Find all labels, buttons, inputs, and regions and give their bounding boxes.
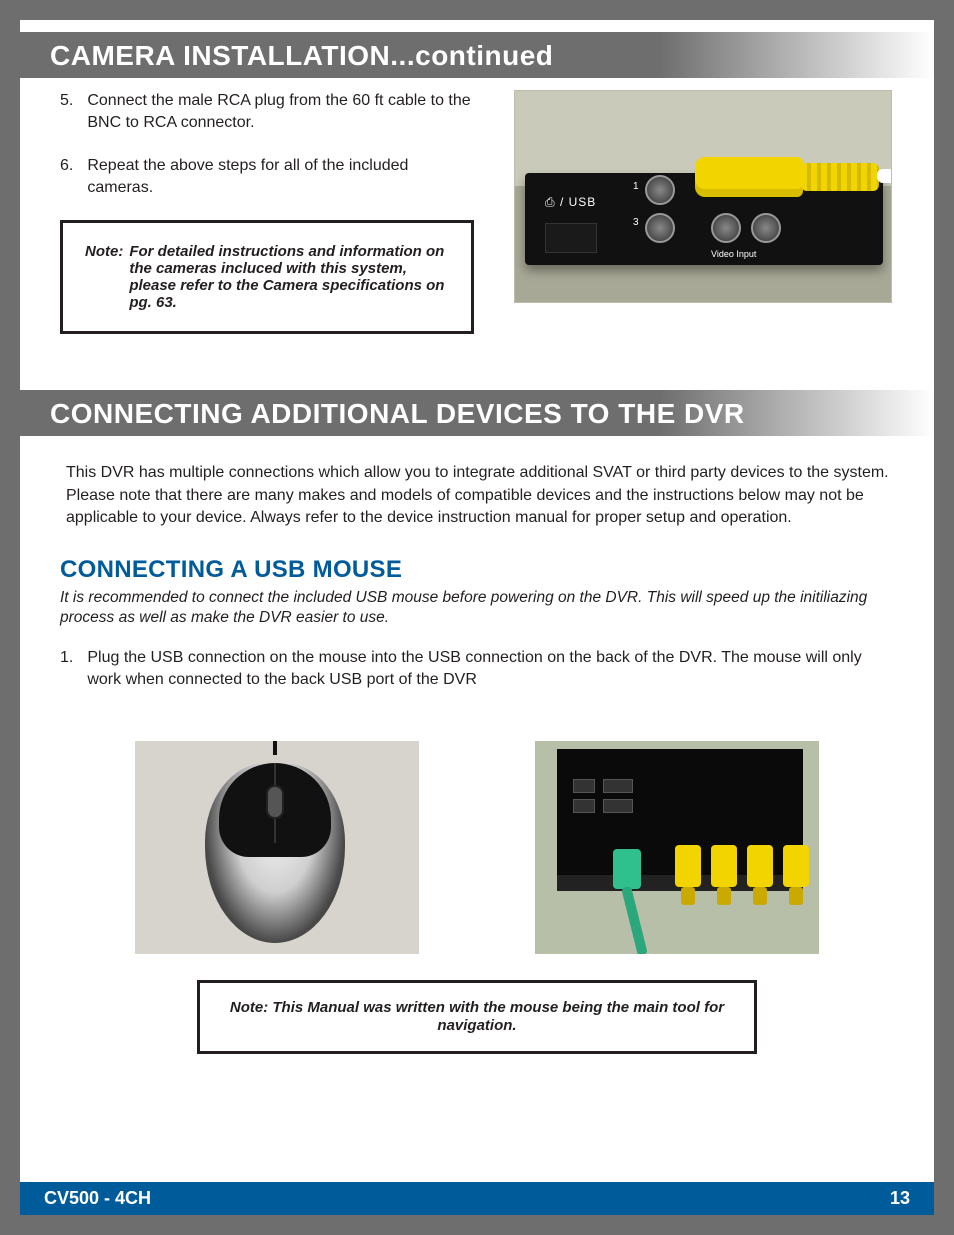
note-label: Note:	[85, 243, 123, 311]
mouse-image	[135, 741, 419, 954]
subsection-title: CONNECTING A USB MOUSE	[60, 556, 894, 584]
step-text: Plug the USB connection on the mouse int…	[87, 647, 894, 690]
yellow-bnc-connector	[747, 845, 773, 887]
note-box: Note: For detailed instructions and info…	[60, 220, 474, 334]
green-cable	[621, 885, 648, 953]
yellow-bnc-connector	[711, 845, 737, 887]
step-item: 6. Repeat the above steps for all of the…	[60, 155, 474, 198]
step-number: 6.	[60, 155, 73, 198]
port-label-3: 3	[633, 217, 639, 228]
step-number: 1.	[60, 647, 73, 690]
port-label-1: 1	[633, 181, 639, 192]
step-item: 1. Plug the USB connection on the mouse …	[60, 647, 894, 690]
step-text: Repeat the above steps for all of the in…	[87, 155, 474, 198]
green-usb-plug	[613, 849, 641, 889]
footer-model: CV500 - 4CH	[44, 1188, 151, 1209]
footer-page-number: 13	[890, 1188, 910, 1209]
section-header-devices: CONNECTING ADDITIONAL DEVICES TO THE DVR	[20, 390, 934, 436]
dvr-back-image: ⎙ / USB 1 3 Video Input	[514, 90, 892, 303]
step-number: 5.	[60, 90, 73, 133]
section-header-camera: CAMERA INSTALLATION...continued	[20, 32, 934, 78]
usb-label: / USB	[560, 195, 596, 209]
dvr-usb-image	[535, 741, 819, 954]
steps-list-2: 1. Plug the USB connection on the mouse …	[60, 647, 894, 690]
cable-spring	[801, 163, 879, 191]
step-text: Connect the male RCA plug from the 60 ft…	[87, 90, 474, 133]
note-text: Note: This Manual was written with the m…	[230, 999, 724, 1034]
section-title: CAMERA INSTALLATION...continued	[50, 40, 904, 72]
yellow-bnc-connector	[783, 845, 809, 887]
white-cable	[877, 169, 892, 183]
steps-list-1: 5. Connect the male RCA plug from the 60…	[60, 90, 474, 198]
step-item: 5. Connect the male RCA plug from the 60…	[60, 90, 474, 133]
intro-paragraph: This DVR has multiple connections which …	[60, 462, 894, 529]
recommendation-text: It is recommended to connect the include…	[60, 588, 894, 630]
page-footer: CV500 - 4CH 13	[20, 1182, 934, 1215]
yellow-bnc-connector	[675, 845, 701, 887]
section-title: CONNECTING ADDITIONAL DEVICES TO THE DVR	[50, 398, 904, 430]
note-box-bottom: Note: This Manual was written with the m…	[197, 980, 757, 1054]
note-text: For detailed instructions and informatio…	[129, 243, 449, 311]
yellow-rca-plug	[695, 157, 803, 197]
video-input-label: Video Input	[711, 249, 756, 259]
